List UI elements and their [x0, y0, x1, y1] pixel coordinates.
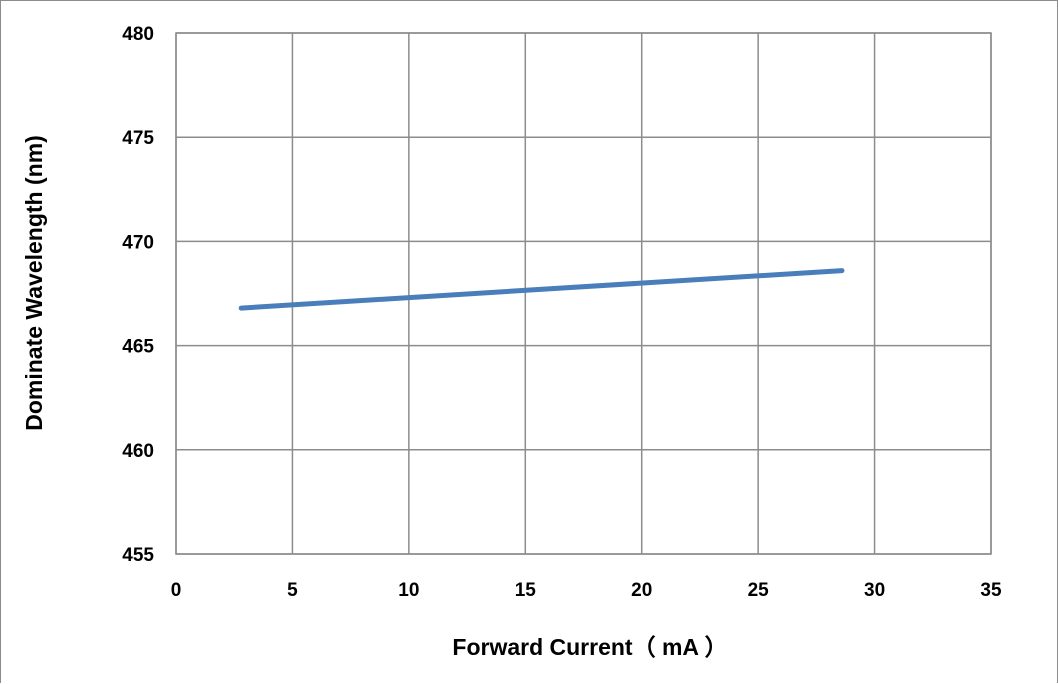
y-tick-label: 455	[122, 545, 154, 566]
y-tick-label: 475	[122, 128, 154, 149]
plot-area	[175, 32, 992, 555]
x-tick-label: 20	[631, 580, 652, 601]
x-tick-label: 30	[864, 580, 885, 601]
x-tick-label: 0	[171, 580, 182, 601]
series-group	[238, 268, 845, 311]
y-tick-label: 480	[122, 24, 154, 45]
x-tick-label: 5	[287, 580, 298, 601]
y-tick-label: 470	[122, 232, 154, 253]
x-tick-labels: 0 5 10 15 20 25 30 35	[171, 580, 1002, 601]
x-tick-label: 15	[515, 580, 537, 601]
x-tick-label: 35	[980, 580, 1002, 601]
y-axis-title: Dominate Wavelength (nm)	[21, 135, 47, 431]
y-tick-labels: 455 460 465 470 475 480	[122, 24, 154, 566]
y-tick-label: 465	[122, 337, 154, 358]
x-tick-label: 25	[748, 580, 770, 601]
y-tick-label: 460	[122, 441, 154, 462]
series-line	[238, 268, 845, 311]
x-axis-title: Forward Current（ mA ）	[452, 634, 727, 660]
x-tick-label: 10	[398, 580, 419, 601]
grid	[175, 32, 992, 555]
